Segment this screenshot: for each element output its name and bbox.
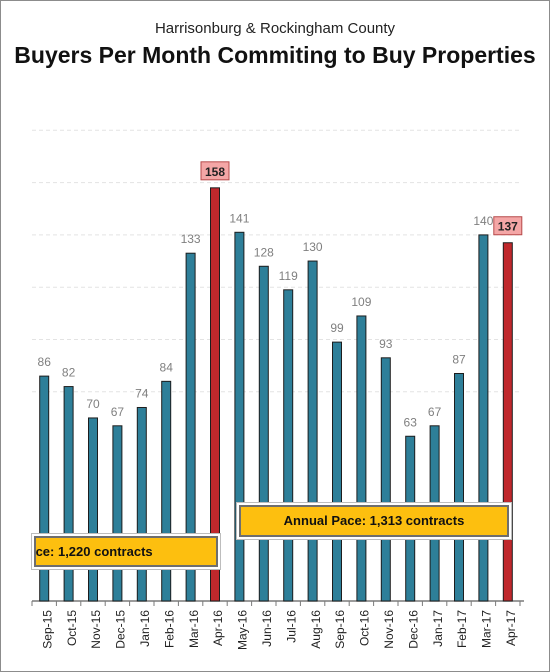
value-label: 128 [254,245,274,259]
value-label: 133 [181,232,201,246]
annual-pace-annotation-2017: Annual Pace: 1,313 contracts [239,505,509,537]
x-tick-label: Nov-15 [89,610,103,649]
x-tick-label: Aug-16 [309,610,323,649]
value-label: 158 [205,165,225,179]
value-label: 137 [498,220,518,234]
value-label: 109 [351,295,371,309]
chart-subtitle: Harrisonburg & Rockingham County [154,20,396,37]
annual-pace-annotation-2016: Annual Pace: 1,220 contracts [34,536,218,567]
bar-apr-17 [502,242,513,602]
value-label: 63 [404,415,418,429]
bar-mar-17 [478,234,489,602]
bar-nov-15 [88,417,98,602]
chart-title: Buyers Per Month Commiting to Buy Proper… [14,42,536,68]
bar-apr-16 [210,187,220,602]
bar-jun-16 [258,265,269,602]
bar-aug-16 [307,260,318,602]
bar-nov-16 [380,357,391,602]
value-label: 87 [452,352,466,366]
value-label: 67 [428,405,442,419]
value-label: 82 [62,366,76,380]
x-tick-label: Apr-16 [211,610,225,646]
x-tick-label: Feb-17 [455,610,469,648]
value-label: 74 [135,386,149,400]
value-label: 67 [111,405,125,419]
x-tick-label: May-16 [236,610,250,650]
bar-oct-15 [63,386,74,602]
bar-sep-16 [332,341,342,602]
x-tick-label: Nov-16 [382,610,396,649]
value-label: 70 [86,397,100,411]
annual-pace-text-2016: Annual Pace: 1,220 contracts [35,544,153,559]
x-tick-label: Mar-17 [480,610,494,648]
x-tick-label: Sep-16 [333,610,347,649]
x-tick-label: Sep-15 [40,610,54,649]
x-tick-label: Jan-17 [431,610,445,647]
bar-jan-16 [136,406,147,602]
value-label: 93 [379,337,393,351]
value-label: 99 [330,321,344,335]
bar-may-16 [234,231,245,602]
x-tick-label: Oct-15 [65,610,79,646]
x-tick-label: Jun-16 [260,610,274,647]
bar-jul-16 [283,289,294,602]
bar-oct-16 [356,315,367,602]
value-label: 119 [279,269,298,283]
value-label: 141 [229,211,249,225]
value-label: 84 [160,360,174,374]
annual-pace-text-2017: Annual Pace: 1,313 contracts [283,513,465,528]
x-tick-label: Dec-16 [406,610,420,649]
value-label: 86 [38,355,52,369]
x-tick-label: Jul-16 [284,610,298,643]
value-label: 140 [473,214,493,228]
x-tick-label: Apr-17 [504,610,518,646]
bar-feb-16 [161,380,172,602]
bar-sep-15 [39,375,50,602]
x-tick-label: Mar-16 [187,610,201,648]
x-tick-label: Dec-15 [114,610,128,649]
value-label: 130 [303,240,323,254]
x-tick-label: Oct-16 [358,610,372,646]
x-tick-label: Jan-16 [138,610,152,647]
bar-mar-16 [185,252,196,602]
value-label-box [200,161,230,181]
bar-feb-17 [454,372,464,602]
bar-dec-15 [112,425,123,602]
value-label-box [493,216,523,236]
x-tick-label: Feb-16 [162,610,176,648]
